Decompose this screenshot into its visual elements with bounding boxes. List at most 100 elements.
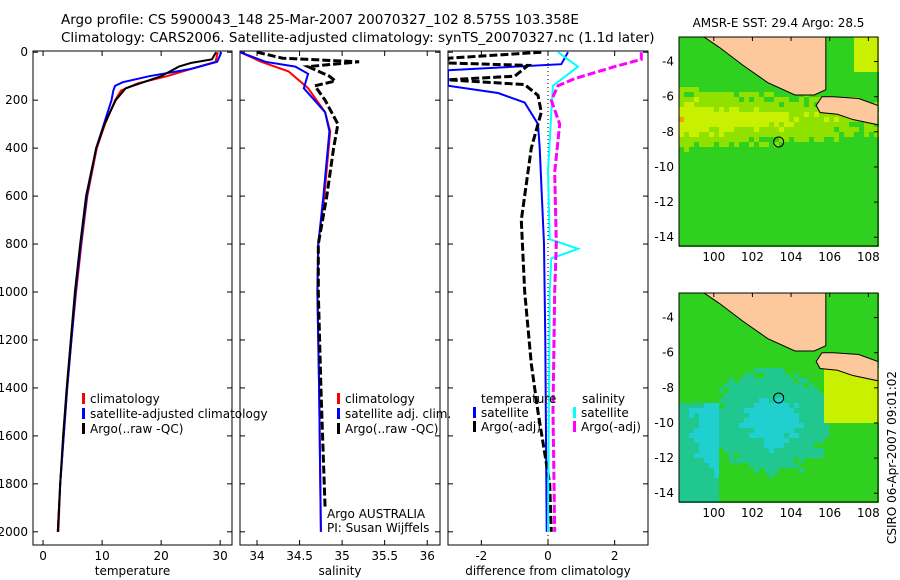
map-cell: [749, 212, 754, 217]
map-cell: [784, 363, 789, 368]
map-cell: [724, 197, 729, 202]
map-cell: [839, 458, 844, 463]
x-axis-label: difference from climatology: [465, 564, 631, 578]
map-cell: [779, 373, 784, 378]
map-cell: [869, 413, 874, 418]
map-cell: [744, 473, 749, 478]
map-cell: [809, 137, 814, 142]
map-cell: [834, 493, 839, 498]
map-cell: [839, 498, 844, 503]
map-cell: [699, 192, 704, 197]
map-cell: [699, 423, 704, 428]
map-cell: [809, 398, 814, 403]
map-cell: [714, 463, 719, 468]
map-cell: [849, 463, 854, 468]
map-cell: [779, 428, 784, 433]
map-cell: [699, 147, 704, 152]
map-cell: [789, 202, 794, 207]
map-cell: [804, 167, 809, 172]
map-cell: [789, 117, 794, 122]
map-cell: [759, 207, 764, 212]
map-cell: [854, 413, 859, 418]
map-cell: [714, 162, 719, 167]
map-cell: [724, 97, 729, 102]
map-cell: [839, 478, 844, 483]
map-cell: [834, 423, 839, 428]
map-cell: [689, 308, 694, 313]
map-cell: [839, 77, 844, 82]
legend-item: satellite: [481, 406, 529, 420]
map-cell: [704, 107, 709, 112]
map-cell: [809, 107, 814, 112]
map-cell: [779, 438, 784, 443]
map-cell: [689, 413, 694, 418]
map-cell: [679, 393, 684, 398]
map-cell: [719, 333, 724, 338]
map-cell: [849, 122, 854, 127]
map-cell: [734, 77, 739, 82]
map-cell: [814, 438, 819, 443]
map-cell: [799, 403, 804, 408]
map-cell: [844, 313, 849, 318]
map-cell: [774, 172, 779, 177]
map-cell: [784, 383, 789, 388]
map-cell: [844, 473, 849, 478]
map-cell: [764, 493, 769, 498]
map-cell: [869, 127, 874, 132]
map-cell: [854, 127, 859, 132]
map-cell: [754, 87, 759, 92]
map-cell: [704, 102, 709, 107]
map-cell: [804, 353, 809, 358]
map-cell: [859, 303, 864, 308]
map-cell: [854, 47, 859, 52]
map-cell: [694, 453, 699, 458]
map-cell: [814, 378, 819, 383]
map-cell: [784, 207, 789, 212]
lat-tick-label: -6: [662, 346, 674, 360]
map-cell: [689, 443, 694, 448]
map-cell: [854, 438, 859, 443]
map-cell: [874, 493, 879, 498]
map-cell: [819, 117, 824, 122]
map-cell: [714, 398, 719, 403]
map-cell: [804, 192, 809, 197]
map-cell: [759, 433, 764, 438]
map-cell: [759, 403, 764, 408]
map-cell: [859, 182, 864, 187]
map-cell: [869, 468, 874, 473]
map-cell: [764, 403, 769, 408]
map-cell: [714, 132, 719, 137]
map-cell: [754, 132, 759, 137]
map-cell: [864, 87, 869, 92]
map-cell: [859, 318, 864, 323]
map-cell: [744, 237, 749, 242]
map-cell: [834, 242, 839, 247]
map-cell: [874, 162, 879, 167]
map-cell: [874, 323, 879, 328]
map-cell: [859, 458, 864, 463]
map-cell: [834, 333, 839, 338]
map-cell: [794, 207, 799, 212]
map-cell: [844, 67, 849, 72]
map-cell: [829, 328, 834, 333]
map-cell: [704, 353, 709, 358]
map-cell: [864, 37, 869, 42]
map-cell: [709, 42, 714, 47]
map-cell: [699, 197, 704, 202]
map-cell: [729, 463, 734, 468]
map-cell: [719, 182, 724, 187]
map-cell: [839, 82, 844, 87]
map-cell: [809, 242, 814, 247]
land-polygon: [703, 293, 827, 352]
map-cell: [744, 338, 749, 343]
map-cell: [689, 117, 694, 122]
map-cell: [749, 117, 754, 122]
map-cell: [769, 202, 774, 207]
map-cell: [709, 463, 714, 468]
map-cell: [849, 87, 854, 92]
map-cell: [699, 237, 704, 242]
map-cell: [849, 227, 854, 232]
map-cell: [789, 222, 794, 227]
map-cell: [749, 328, 754, 333]
map-cell: [689, 122, 694, 127]
